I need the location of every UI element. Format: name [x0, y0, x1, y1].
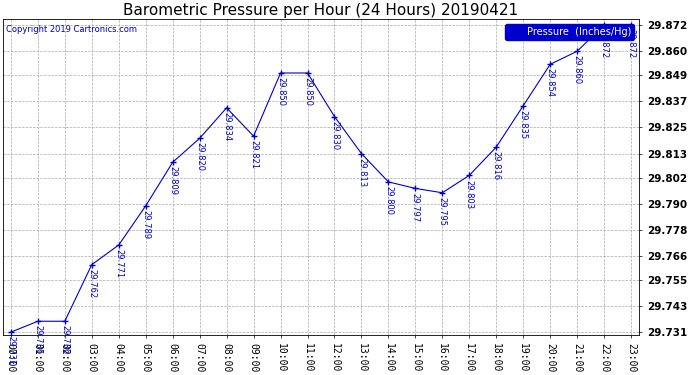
Text: 29.816: 29.816: [492, 151, 501, 180]
Pressure  (Inches/Hg): [277, 71, 285, 75]
Pressure  (Inches/Hg): [519, 104, 527, 108]
Text: Copyright 2019 Cartronics.com: Copyright 2019 Cartronics.com: [6, 25, 137, 34]
Text: 29.850: 29.850: [276, 77, 285, 106]
Title: Barometric Pressure per Hour (24 Hours) 20190421: Barometric Pressure per Hour (24 Hours) …: [124, 3, 519, 18]
Text: 29.820: 29.820: [195, 142, 204, 171]
Pressure  (Inches/Hg): [168, 160, 177, 165]
Text: 29.762: 29.762: [87, 269, 97, 298]
Text: 29.860: 29.860: [573, 56, 582, 84]
Text: 29.850: 29.850: [303, 77, 312, 106]
Pressure  (Inches/Hg): [573, 49, 581, 54]
Pressure  (Inches/Hg): [222, 106, 230, 110]
Text: 29.872: 29.872: [627, 29, 635, 58]
Legend: Pressure  (Inches/Hg): Pressure (Inches/Hg): [504, 24, 634, 40]
Pressure  (Inches/Hg): [304, 71, 312, 75]
Text: 29.731: 29.731: [6, 336, 15, 365]
Text: 29.771: 29.771: [115, 249, 124, 278]
Text: 29.830: 29.830: [330, 121, 339, 150]
Pressure  (Inches/Hg): [141, 204, 150, 208]
Text: 29.797: 29.797: [411, 193, 420, 222]
Pressure  (Inches/Hg): [546, 62, 554, 66]
Text: 29.736: 29.736: [60, 326, 69, 355]
Text: 29.835: 29.835: [519, 110, 528, 139]
Text: 29.789: 29.789: [141, 210, 150, 239]
Text: 29.736: 29.736: [33, 326, 42, 355]
Pressure  (Inches/Hg): [34, 319, 42, 324]
Text: 29.800: 29.800: [384, 186, 393, 215]
Pressure  (Inches/Hg): [88, 262, 96, 267]
Pressure  (Inches/Hg): [627, 23, 635, 27]
Text: 29.803: 29.803: [465, 180, 474, 209]
Text: 29.795: 29.795: [438, 197, 447, 226]
Text: 29.809: 29.809: [168, 166, 177, 195]
Text: 29.834: 29.834: [222, 112, 231, 141]
Pressure  (Inches/Hg): [465, 173, 473, 178]
Pressure  (Inches/Hg): [115, 243, 123, 247]
Pressure  (Inches/Hg): [331, 114, 339, 119]
Pressure  (Inches/Hg): [384, 180, 393, 184]
Pressure  (Inches/Hg): [195, 136, 204, 141]
Text: 29.872: 29.872: [600, 29, 609, 58]
Text: 29.821: 29.821: [249, 140, 258, 170]
Pressure  (Inches/Hg): [7, 330, 15, 334]
Pressure  (Inches/Hg): [438, 190, 446, 195]
Pressure  (Inches/Hg): [600, 23, 609, 27]
Pressure  (Inches/Hg): [357, 152, 366, 156]
Text: 29.854: 29.854: [546, 69, 555, 98]
Pressure  (Inches/Hg): [411, 186, 420, 190]
Pressure  (Inches/Hg): [249, 134, 257, 138]
Pressure  (Inches/Hg): [492, 145, 500, 149]
Line: Pressure  (Inches/Hg): Pressure (Inches/Hg): [8, 22, 634, 335]
Pressure  (Inches/Hg): [61, 319, 69, 324]
Text: 29.813: 29.813: [357, 158, 366, 187]
